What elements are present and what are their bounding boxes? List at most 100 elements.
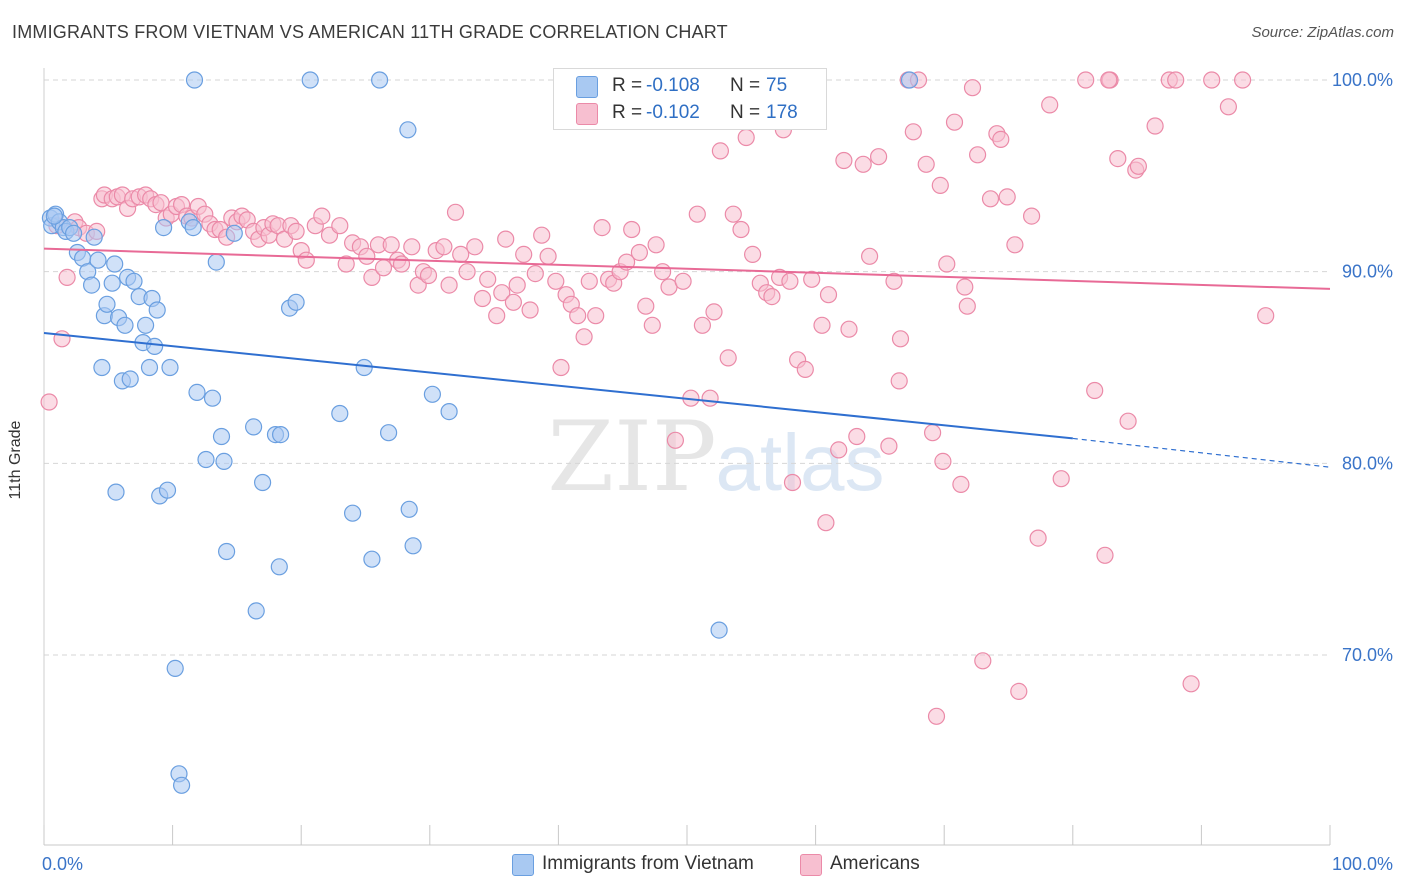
americans-point <box>904 123 922 141</box>
bottom-legend-label: Americans <box>830 853 920 874</box>
americans-point <box>643 316 661 334</box>
vietnam-point <box>355 358 373 377</box>
americans-point <box>952 475 970 493</box>
americans-point <box>1257 307 1275 325</box>
americans-point <box>732 220 750 239</box>
vietnam-point <box>188 383 206 401</box>
vietnam-point <box>82 276 101 294</box>
vietnam-point <box>148 301 166 319</box>
vietnam-point <box>155 219 173 237</box>
y-tick-label: 80.0% <box>1342 453 1393 473</box>
vietnam-point <box>89 251 107 269</box>
vietnam-point <box>215 452 233 470</box>
americans-point <box>998 188 1016 206</box>
legend-r-value: -0.102 <box>646 102 700 123</box>
americans-point <box>1052 470 1070 488</box>
americans-point <box>358 247 376 265</box>
americans-point <box>587 307 605 325</box>
americans-point <box>419 266 438 285</box>
americans-point <box>763 288 781 306</box>
americans-point <box>363 268 381 286</box>
americans-point <box>705 303 723 321</box>
vietnam-point <box>218 542 236 561</box>
americans-point <box>891 330 910 348</box>
americans-point <box>547 272 565 290</box>
vietnam-point <box>331 404 349 423</box>
americans-point <box>58 268 76 286</box>
vietnam-point <box>64 224 83 242</box>
americans-point <box>504 293 523 311</box>
americans-point <box>840 320 858 338</box>
bottom-legend-swatch-pink <box>800 854 822 876</box>
americans-point <box>974 652 992 670</box>
americans-point <box>374 259 393 277</box>
vietnam-point <box>103 274 121 292</box>
americans-point <box>1006 236 1024 254</box>
vietnam-point <box>85 228 103 246</box>
americans-point <box>653 263 672 281</box>
americans-point <box>580 272 598 290</box>
americans-point <box>1022 207 1041 225</box>
bottom-legend-label: Immigrants from Vietnam <box>542 853 754 874</box>
vietnam-point <box>106 255 124 273</box>
vietnam-trend-extension <box>1072 437 1331 468</box>
americans-point <box>885 272 903 290</box>
vietnam-point <box>116 316 134 334</box>
americans-point <box>313 207 331 225</box>
americans-point <box>917 155 935 173</box>
americans-point <box>958 297 976 315</box>
y-tick-label: 70.0% <box>1342 645 1393 665</box>
americans-point <box>981 190 1000 208</box>
americans-point <box>337 255 355 273</box>
vietnam-point <box>137 316 155 334</box>
americans-point <box>630 243 649 262</box>
vietnam-point <box>161 358 179 377</box>
americans-point <box>647 236 665 254</box>
americans-point <box>1146 117 1164 135</box>
americans-point <box>1010 682 1028 701</box>
vietnam-point <box>363 550 381 568</box>
americans-point <box>813 316 831 334</box>
americans-point <box>1182 675 1200 693</box>
legend-r-label: R = <box>612 102 643 123</box>
trend-lines <box>43 247 1331 468</box>
americans-point <box>479 270 497 288</box>
americans-point <box>711 142 730 160</box>
americans-point <box>526 265 544 283</box>
watermark-zip: ZIP <box>547 401 716 513</box>
vietnam-point <box>158 481 177 499</box>
americans-point <box>637 297 655 315</box>
legend-swatch-pink <box>576 103 598 125</box>
vietnam-point <box>423 385 441 403</box>
vietnam-point <box>287 293 305 311</box>
americans-point <box>701 389 719 407</box>
vietnam-point <box>900 71 919 89</box>
americans-point <box>923 424 942 442</box>
vietnam-point <box>247 602 265 620</box>
legend-r-value: -0.108 <box>646 75 700 96</box>
x-tick-label: 100.0% <box>1332 854 1393 874</box>
americans-point <box>466 238 484 256</box>
americans-point <box>945 113 964 131</box>
vietnam-point <box>440 403 458 421</box>
vietnam-points <box>41 71 919 794</box>
vietnam-point <box>207 253 225 271</box>
americans-point <box>552 358 570 377</box>
vietnam-point <box>98 295 116 313</box>
americans-point <box>331 217 349 235</box>
americans-point <box>931 176 949 194</box>
americans-point <box>593 219 611 237</box>
americans-point <box>297 251 315 269</box>
x-tick-label: 0.0% <box>42 854 83 874</box>
americans-point <box>854 155 872 173</box>
americans-point <box>392 255 411 273</box>
americans-point <box>693 316 712 334</box>
vietnam-point <box>254 473 272 492</box>
vietnam-point <box>185 71 204 89</box>
americans-point <box>440 276 458 294</box>
chart-title: IMMIGRANTS FROM VIETNAM VS AMERICAN 11TH… <box>12 22 728 42</box>
vietnam-trend-line <box>43 332 1073 440</box>
vietnam-point <box>371 71 389 89</box>
americans-point <box>1167 71 1185 89</box>
